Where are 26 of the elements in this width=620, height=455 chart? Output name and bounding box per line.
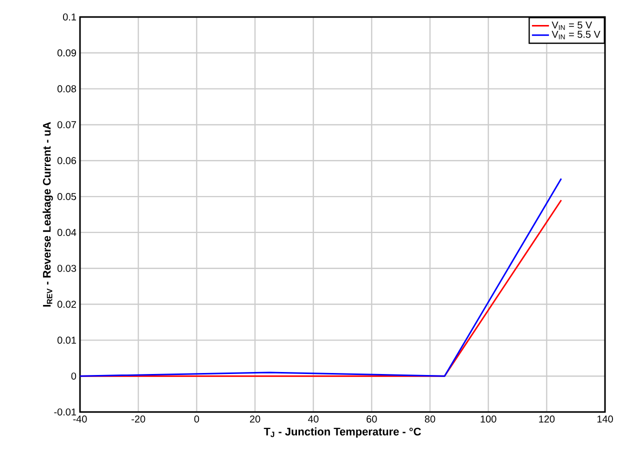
y-tick-label: 0.02 — [57, 300, 76, 308]
x-tick-label: 80 — [424, 416, 436, 423]
x-tick-label: -40 — [73, 416, 87, 423]
legend-label: V$_{IN}$ = 5 V — [552, 22, 592, 30]
x-tick-label: -20 — [132, 416, 146, 423]
y-tick-label: 0.08 — [57, 85, 76, 92]
y-tick-label: 0.04 — [57, 228, 76, 236]
x-tick-label: 60 — [366, 416, 377, 423]
x-tick-label: 140 — [597, 416, 613, 423]
y-tick-label: 0.05 — [57, 193, 76, 200]
legend-label: V$_{IN}$ = 5.5 V — [552, 30, 600, 40]
x-tick-label: 40 — [308, 416, 318, 423]
x-tick-label: 0 — [194, 416, 200, 423]
text: T$_{J}$ - Junction Temperature - °C — [264, 427, 421, 438]
y-tick-label: 0.06 — [57, 157, 76, 164]
y-tick-label: 0.09 — [57, 49, 76, 56]
y-tick-label: 0.07 — [57, 121, 76, 128]
x-tick-label: 20 — [250, 416, 260, 423]
y-tick-label: -0.01 — [54, 408, 76, 416]
text: I$_{REV}$ - Reverse Leakage Current - uA — [42, 122, 53, 307]
y-tick-label: 0.01 — [57, 336, 76, 344]
y-tick-label: 0 — [71, 372, 76, 380]
x-tick-label: 100 — [480, 416, 496, 423]
y-tick-label: 0.03 — [57, 264, 76, 272]
y-tick-label: 0.1 — [63, 13, 76, 21]
x-tick-label: 120 — [539, 416, 555, 423]
